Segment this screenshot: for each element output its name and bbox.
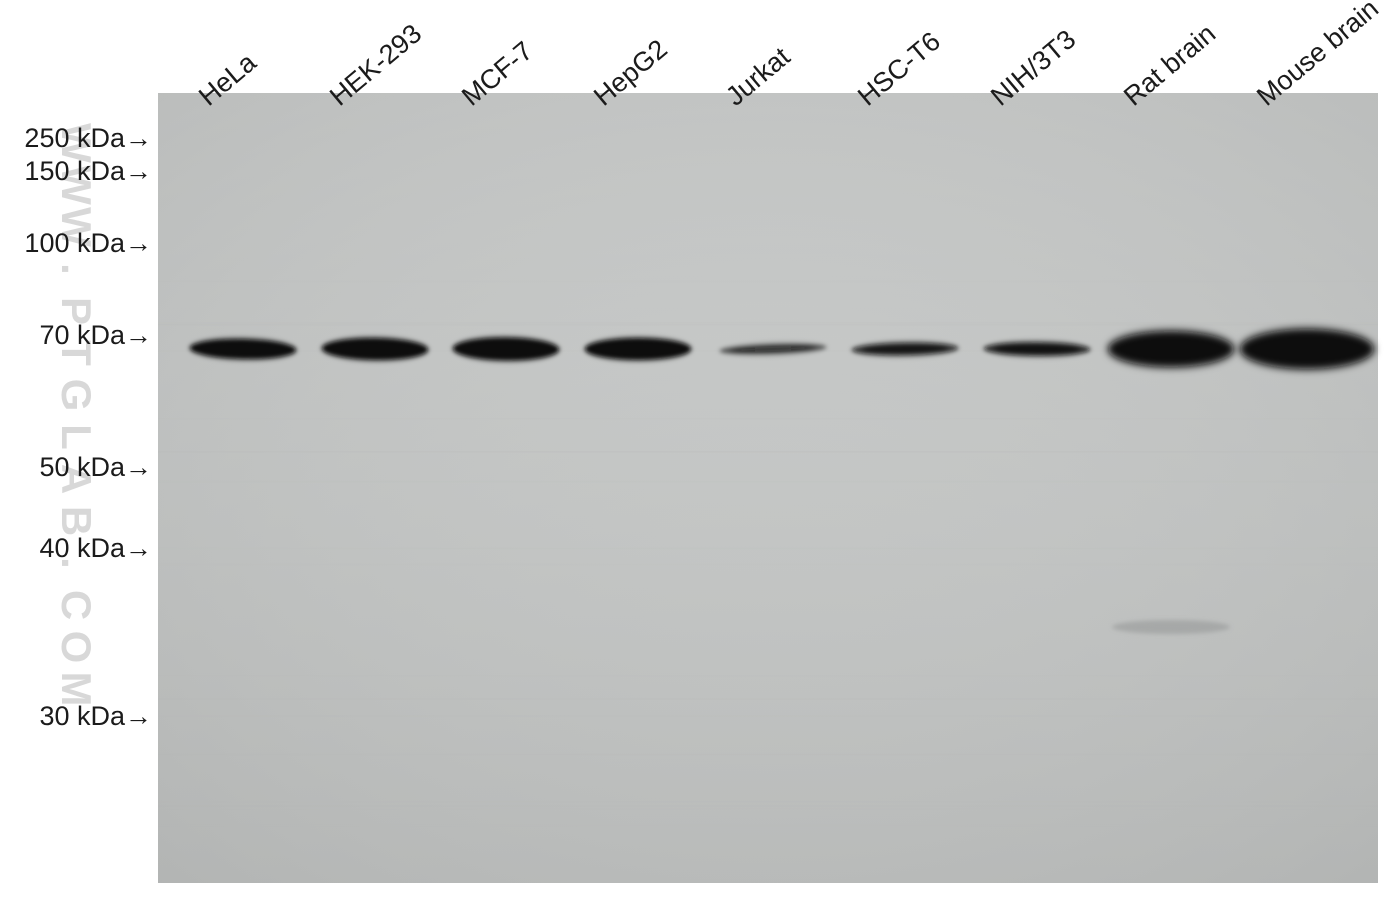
western-blot-figure: WWW.PTGLAB.COM 250 kDa→150 kDa→100 kDa→7… <box>0 0 1400 900</box>
blot-membrane <box>0 0 1400 900</box>
watermark-char: B <box>55 506 97 536</box>
mw-marker: 30 kDa→ <box>39 701 152 732</box>
watermark-char: G <box>55 379 97 412</box>
mw-marker: 70 kDa→ <box>39 320 152 351</box>
mw-marker: 100 kDa→ <box>24 228 152 259</box>
watermark-char: . <box>55 263 97 275</box>
mw-marker: 40 kDa→ <box>39 533 152 564</box>
mw-marker: 150 kDa→ <box>24 156 152 187</box>
mw-marker: 50 kDa→ <box>39 452 152 483</box>
mw-marker: 250 kDa→ <box>24 123 152 154</box>
watermark-char: O <box>55 631 97 664</box>
watermark-char: L <box>55 424 97 450</box>
watermark-char: C <box>55 590 97 620</box>
